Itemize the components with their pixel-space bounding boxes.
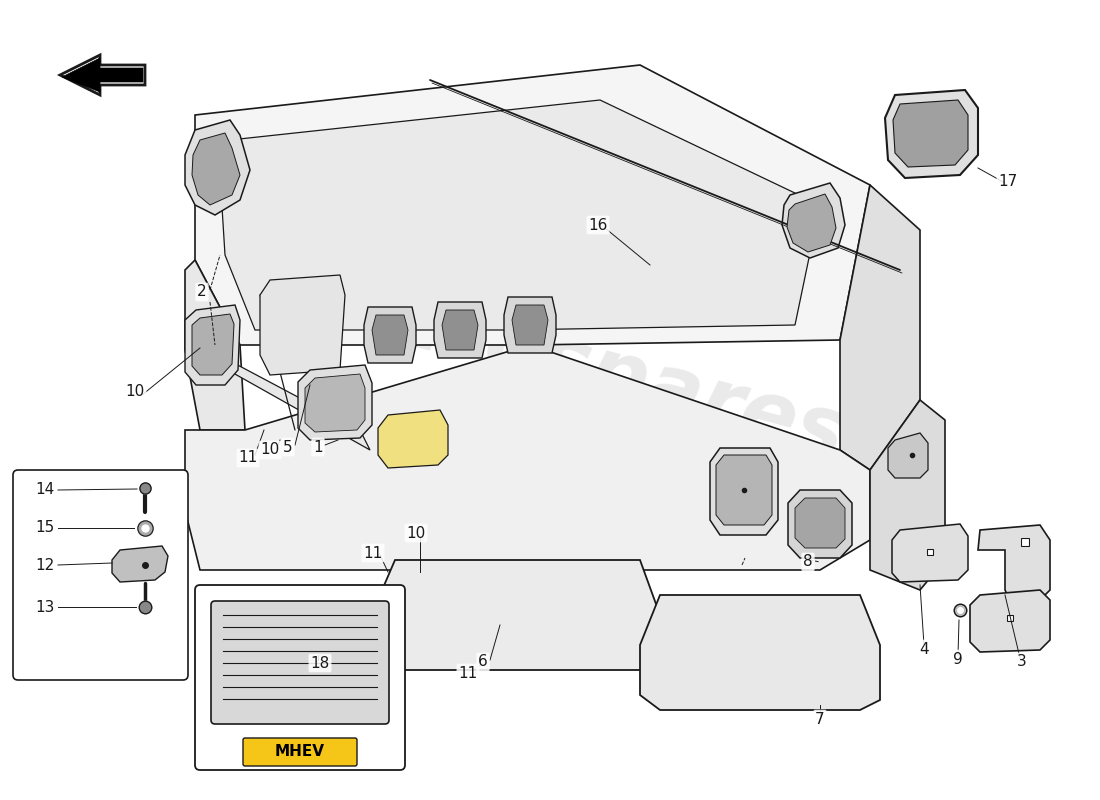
Text: 18: 18 <box>310 655 330 670</box>
Text: 5: 5 <box>283 439 293 454</box>
FancyBboxPatch shape <box>13 470 188 680</box>
Text: 3: 3 <box>1018 654 1027 670</box>
Text: 16: 16 <box>588 218 607 233</box>
Polygon shape <box>970 590 1050 652</box>
Text: 11: 11 <box>363 546 383 561</box>
Polygon shape <box>62 58 143 92</box>
Polygon shape <box>192 314 234 375</box>
Polygon shape <box>840 185 920 470</box>
Polygon shape <box>870 400 945 590</box>
Text: 17: 17 <box>999 174 1018 189</box>
Polygon shape <box>710 448 778 535</box>
Polygon shape <box>434 302 486 358</box>
Polygon shape <box>786 194 836 252</box>
Polygon shape <box>512 305 548 345</box>
Polygon shape <box>364 307 416 363</box>
Polygon shape <box>112 546 168 582</box>
Text: 11: 11 <box>239 450 257 466</box>
Text: 11: 11 <box>459 666 477 681</box>
Polygon shape <box>200 345 370 450</box>
Polygon shape <box>60 55 145 95</box>
Text: 7: 7 <box>815 711 825 726</box>
Polygon shape <box>185 120 250 215</box>
Polygon shape <box>886 90 978 178</box>
Polygon shape <box>892 524 968 582</box>
Polygon shape <box>978 525 1050 600</box>
FancyBboxPatch shape <box>211 601 389 724</box>
Text: eurospares: eurospares <box>324 262 855 478</box>
Text: 1: 1 <box>314 439 322 454</box>
FancyBboxPatch shape <box>195 585 405 770</box>
Polygon shape <box>782 183 845 258</box>
Polygon shape <box>716 455 772 525</box>
Text: 2: 2 <box>197 285 207 299</box>
Polygon shape <box>195 65 870 345</box>
Polygon shape <box>260 275 345 375</box>
Polygon shape <box>893 100 968 167</box>
Text: 14: 14 <box>35 482 55 498</box>
FancyBboxPatch shape <box>243 738 358 766</box>
Text: 9: 9 <box>953 651 962 666</box>
Polygon shape <box>795 498 845 548</box>
Text: MHEV: MHEV <box>275 745 324 759</box>
Polygon shape <box>192 133 240 205</box>
Polygon shape <box>298 365 372 440</box>
Polygon shape <box>442 310 478 350</box>
Text: 8: 8 <box>803 554 813 570</box>
Text: 15: 15 <box>35 521 55 535</box>
Text: 10: 10 <box>261 442 279 458</box>
Polygon shape <box>185 260 245 430</box>
Polygon shape <box>504 297 556 353</box>
Text: 12: 12 <box>35 558 55 573</box>
Text: 13: 13 <box>35 599 55 614</box>
Polygon shape <box>378 410 448 468</box>
Polygon shape <box>888 433 928 478</box>
Polygon shape <box>640 595 880 710</box>
Polygon shape <box>305 374 365 432</box>
Polygon shape <box>370 560 660 670</box>
Text: 6: 6 <box>478 654 488 670</box>
Text: passion for parts since 1985: passion for parts since 1985 <box>466 369 834 491</box>
Text: 4: 4 <box>920 642 928 657</box>
Polygon shape <box>185 305 240 385</box>
Polygon shape <box>185 345 870 570</box>
Text: 10: 10 <box>125 385 144 399</box>
Polygon shape <box>220 100 819 330</box>
Text: 10: 10 <box>406 526 426 541</box>
Polygon shape <box>372 315 408 355</box>
Polygon shape <box>788 490 853 558</box>
